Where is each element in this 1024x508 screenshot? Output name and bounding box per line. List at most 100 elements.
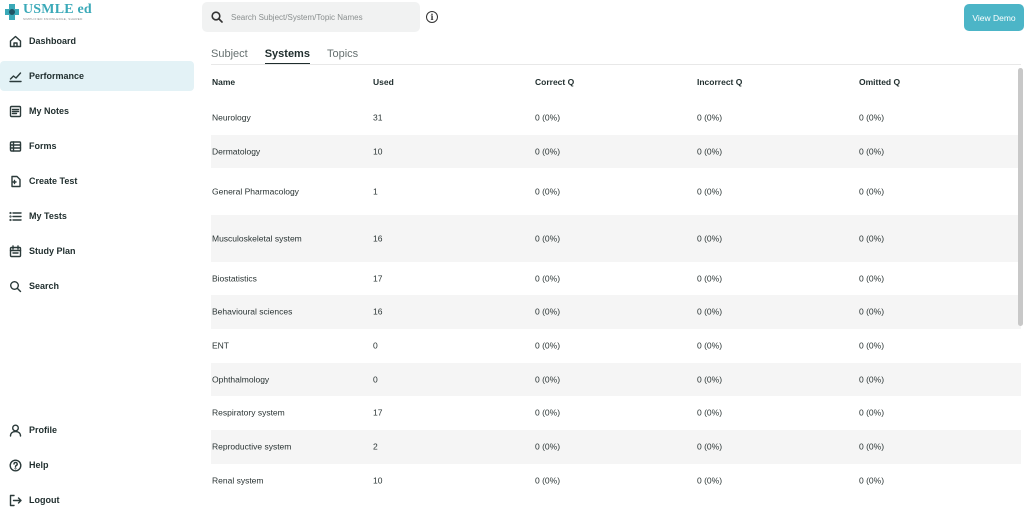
cell-name: Musculoskeletal system	[212, 233, 302, 243]
cell-omitted: 0 (0%)	[859, 374, 885, 384]
table-body: Neurology 31 0 (0%) 0 (0%) 0 (0%) Dermatology…	[211, 101, 1021, 498]
list-icon	[9, 210, 22, 223]
cell-used: 31	[373, 112, 383, 123]
cell-name: General Pharmacology	[212, 186, 299, 196]
sidebar-item-logout[interactable]: Logout	[0, 485, 194, 508]
table-row[interactable]: ENT 0 0 (0%) 0 (0%) 0 (0%)	[211, 329, 1021, 363]
cell-correct: 0 (0%)	[535, 112, 561, 123]
table-row[interactable]: Biostatistics 17 0 (0%) 0 (0%) 0 (0%)	[211, 262, 1021, 295]
cell-incorrect: 0 (0%)	[697, 112, 723, 123]
cell-name: ENT	[212, 340, 229, 351]
info-icon[interactable]: i	[426, 11, 438, 23]
sidebar: USMLE ed SIMPLIFIED KNOWLEDGE, SHARED Da…	[0, 0, 200, 508]
tabs: Subject Systems Topics	[211, 48, 358, 66]
sidebar-item-label: Forms	[29, 141, 57, 151]
logo[interactable]: USMLE ed SIMPLIFIED KNOWLEDGE, SHARED	[4, 2, 92, 22]
tab-subject[interactable]: Subject	[211, 48, 248, 60]
sidebar-item-dashboard[interactable]: Dashboard	[0, 26, 194, 56]
cell-incorrect: 0 (0%)	[697, 186, 723, 196]
cell-incorrect: 0 (0%)	[697, 146, 723, 156]
cell-name: Renal system	[212, 475, 264, 486]
sidebar-item-label: Search	[29, 281, 60, 291]
scrollbar[interactable]	[1018, 68, 1023, 326]
tab-systems[interactable]: Systems	[264, 48, 310, 64]
cell-incorrect: 0 (0%)	[697, 475, 723, 486]
cell-omitted: 0 (0%)	[859, 112, 885, 123]
sidebar-item-study-plan[interactable]: Study Plan	[0, 236, 194, 266]
cell-name: Ophthalmology	[212, 374, 270, 384]
forms-icon	[9, 140, 22, 153]
cell-used: 10	[373, 475, 383, 486]
cell-correct: 0 (0%)	[535, 306, 561, 317]
table-row[interactable]: Respiratory system 17 0 (0%) 0 (0%) 0 (0%)	[211, 396, 1021, 430]
column-header-omitted-q[interactable]: Omitted Q	[859, 77, 901, 87]
cell-omitted: 0 (0%)	[859, 475, 885, 486]
cell-correct: 0 (0%)	[535, 233, 561, 243]
cell-used: 17	[373, 407, 383, 418]
table-row[interactable]: Ophthalmology 0 0 (0%) 0 (0%) 0 (0%)	[211, 363, 1021, 396]
sidebar-item-help[interactable]: Help	[0, 450, 194, 480]
logo-title: USMLE ed	[23, 2, 92, 17]
cell-incorrect: 0 (0%)	[697, 374, 723, 384]
table-row[interactable]: Behavioural sciences 16 0 (0%) 0 (0%) 0 (0%)	[211, 295, 1021, 329]
sidebar-item-label: Performance	[29, 71, 85, 81]
sidebar-item-label: Help	[29, 460, 49, 470]
cell-omitted: 0 (0%)	[859, 441, 885, 452]
table-row[interactable]: Dermatology 10 0 (0%) 0 (0%) 0 (0%)	[211, 135, 1021, 168]
cell-incorrect: 0 (0%)	[697, 306, 723, 317]
view-demo-button[interactable]: View Demo	[964, 4, 1024, 31]
sidebar-item-create-test[interactable]: Create Test	[0, 166, 194, 196]
sidebar-item-label: Create Test	[29, 176, 78, 186]
table-row[interactable]: Musculoskeletal system 16 0 (0%) 0 (0%) 0 (0…	[211, 215, 1021, 262]
calendar-icon	[9, 244, 22, 258]
home-icon	[9, 35, 22, 48]
sidebar-item-label: My Notes	[29, 106, 70, 116]
table-row[interactable]: Reproductive system 2 0 (0%) 0 (0%) 0 (0%)	[211, 430, 1021, 464]
sidebar-item-label: Logout	[29, 495, 60, 505]
cell-correct: 0 (0%)	[535, 340, 561, 351]
sidebar-item-search[interactable]: Search	[0, 271, 194, 301]
table-row[interactable]: Neurology 31 0 (0%) 0 (0%) 0 (0%)	[211, 101, 1021, 135]
search-input[interactable]: Search Subject/System/Topic Names	[231, 12, 363, 22]
cell-name: Behavioural sciences	[212, 306, 293, 317]
column-header-correct-q[interactable]: Correct Q	[535, 77, 575, 87]
cell-correct: 0 (0%)	[535, 374, 561, 384]
table-row[interactable]: General Pharmacology 1 0 (0%) 0 (0%) 0 (0%)	[211, 168, 1021, 215]
cell-name: Reproductive system	[212, 441, 292, 452]
cell-name: Respiratory system	[212, 407, 285, 418]
cell-correct: 0 (0%)	[535, 441, 561, 452]
cell-omitted: 0 (0%)	[859, 306, 885, 317]
table-row[interactable]: Renal system 10 0 (0%) 0 (0%) 0 (0%)	[211, 464, 1021, 498]
create-test-icon	[9, 175, 22, 188]
sidebar-item-my-tests[interactable]: My Tests	[0, 201, 194, 231]
user-icon	[9, 424, 22, 437]
logo-mark-icon	[5, 4, 19, 20]
search-icon	[211, 11, 223, 23]
column-header-name[interactable]: Name	[212, 77, 236, 87]
sidebar-item-profile[interactable]: Profile	[0, 415, 194, 445]
sidebar-item-forms[interactable]: Forms	[0, 131, 194, 161]
tab-topics[interactable]: Topics	[326, 48, 359, 60]
cell-correct: 0 (0%)	[535, 273, 561, 283]
logo-tagline: SIMPLIFIED KNOWLEDGE, SHARED	[23, 17, 83, 21]
cell-name: Neurology	[212, 112, 251, 123]
sidebar-item-label: Study Plan	[29, 246, 76, 256]
cell-used: 16	[373, 233, 383, 243]
search-icon	[9, 280, 22, 293]
search-bar[interactable]: Search Subject/System/Topic Names	[202, 2, 420, 32]
cell-used: 0	[373, 374, 378, 384]
cell-omitted: 0 (0%)	[859, 407, 885, 418]
column-header-used[interactable]: Used	[373, 77, 394, 87]
cell-used: 16	[373, 306, 383, 317]
cell-omitted: 0 (0%)	[859, 340, 885, 351]
sidebar-item-my-notes[interactable]: My Notes	[0, 96, 194, 126]
systems-table: Name Used Correct Q Incorrect Q Omitted Q Ne…	[211, 66, 1021, 498]
cell-incorrect: 0 (0%)	[697, 441, 723, 452]
cell-incorrect: 0 (0%)	[697, 233, 723, 243]
cell-omitted: 0 (0%)	[859, 273, 885, 283]
sidebar-item-label: Profile	[29, 425, 58, 435]
cell-correct: 0 (0%)	[535, 186, 561, 196]
sidebar-item-performance[interactable]: Performance	[0, 61, 194, 91]
column-header-incorrect-q[interactable]: Incorrect Q	[697, 77, 743, 87]
cell-omitted: 0 (0%)	[859, 186, 885, 196]
